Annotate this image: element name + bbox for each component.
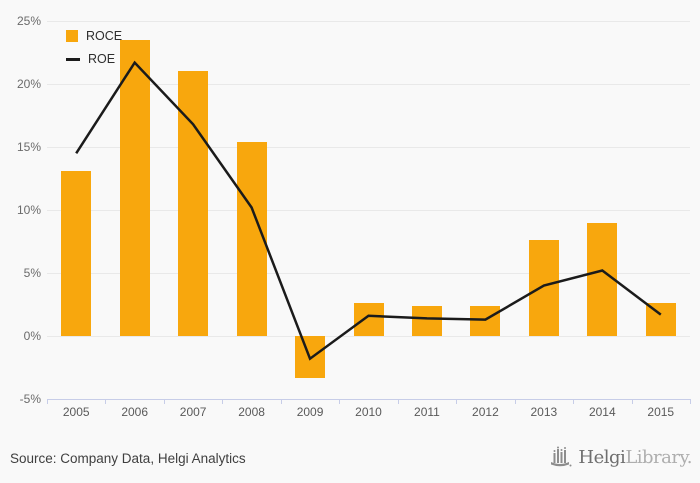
logo-bars-icon	[549, 445, 573, 469]
y-axis-label: 0%	[23, 329, 41, 343]
x-axis-label-2007: 2007	[179, 405, 207, 419]
bar-roce-2010	[353, 303, 384, 336]
bar-roce-2006	[119, 39, 150, 336]
gridline-15%	[47, 147, 690, 148]
x-axis-tick	[222, 399, 224, 404]
x-axis-tick	[514, 399, 516, 404]
bar-roce-2012	[470, 305, 501, 336]
x-axis-tick	[456, 399, 458, 404]
x-axis-label-2008: 2008	[238, 405, 265, 419]
roe-line-swatch-icon	[66, 57, 80, 61]
x-axis-label-2012: 2012	[472, 405, 499, 419]
x-axis-tick	[339, 399, 341, 404]
gridline-5%	[47, 273, 690, 274]
x-axis-tick	[690, 399, 691, 404]
legend-label-roe: ROE	[88, 52, 116, 66]
legend-item-roe: ROE	[66, 52, 122, 66]
footer: Source: Company Data, Helgi Analytics	[0, 439, 700, 483]
x-axis-label-2006: 2006	[121, 405, 149, 419]
y-axis-label: 20%	[16, 77, 41, 91]
logo-wordmark: HelgiLibrary.	[578, 446, 692, 468]
x-axis-tick	[397, 399, 399, 404]
legend-item-roce: ROCE	[66, 29, 122, 43]
x-axis-tick	[631, 399, 633, 404]
x-axis-label-2015: 2015	[647, 405, 675, 419]
bar-roce-2005	[61, 170, 92, 336]
x-axis-tick	[47, 399, 48, 404]
gridline-25%	[47, 21, 690, 22]
bar-roce-2013	[528, 240, 559, 336]
legend-label-roce: ROCE	[86, 29, 123, 43]
source-text: Source: Company Data, Helgi Analytics	[10, 451, 246, 466]
gridline-20%	[47, 84, 690, 85]
roce-bar-swatch-icon	[66, 30, 78, 42]
bar-roce-2011	[411, 305, 442, 336]
x-axis-label-2013: 2013	[530, 405, 558, 419]
bar-roce-2015	[645, 303, 676, 336]
y-axis-label: 15%	[16, 140, 41, 154]
x-axis-tick	[573, 399, 575, 404]
helgi-library-logo[interactable]: HelgiLibrary.	[549, 445, 692, 469]
x-axis-label-2005: 2005	[62, 405, 90, 419]
x-axis-label-2010: 2010	[355, 405, 382, 419]
gridline-0%	[47, 336, 690, 337]
x-axis-label-2009: 2009	[296, 405, 324, 419]
x-axis-label-2011: 2011	[414, 405, 440, 419]
y-axis-label: -5%	[19, 392, 41, 406]
y-axis-label: 10%	[16, 203, 41, 217]
plot-area	[47, 21, 691, 404]
bar-roce-2008	[236, 141, 267, 336]
roe-line	[75, 60, 662, 361]
x-axis-tick	[163, 399, 165, 404]
gridline-10%	[47, 210, 690, 211]
x-axis-tick	[105, 399, 107, 404]
x-axis-label-2014: 2014	[588, 405, 616, 419]
y-axis-label: 25%	[16, 14, 41, 28]
x-axis-tick	[280, 399, 282, 404]
y-axis-label: 5%	[23, 266, 41, 280]
legend: ROCE ROE	[66, 29, 122, 66]
